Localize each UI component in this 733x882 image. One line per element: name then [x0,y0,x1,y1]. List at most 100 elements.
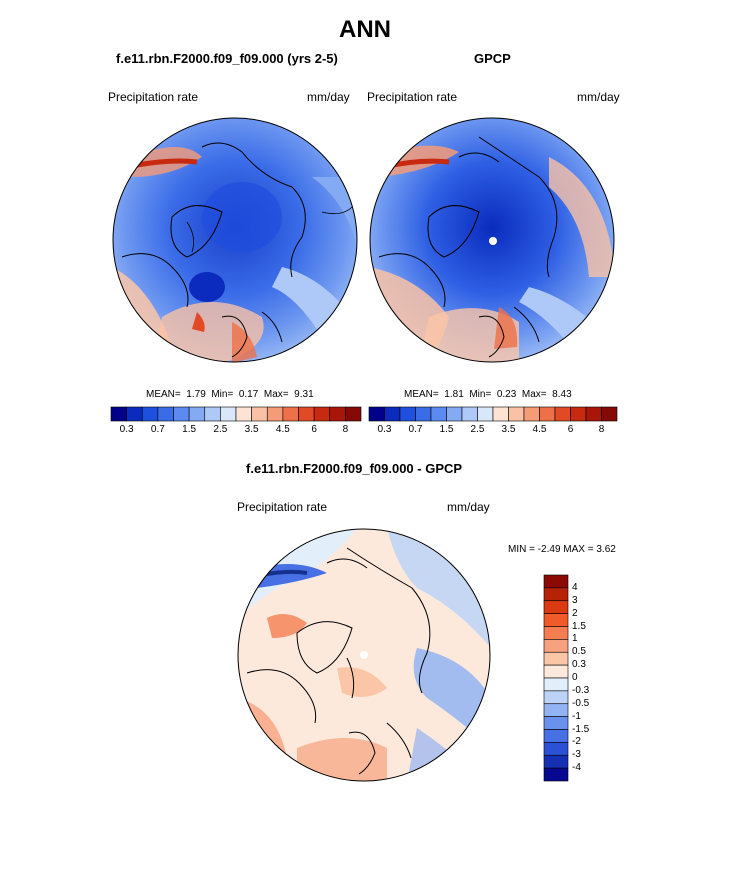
colorbar-swatch [570,406,587,422]
colorbar-swatch [126,406,143,422]
colorbar-obs [368,406,618,422]
colorbar-tick-label: 0.3 [377,424,392,435]
colorbar-swatch [266,406,284,422]
colorbar-swatch [298,406,315,422]
colorbar-tick-label: 8 [342,424,349,435]
colorbar-swatch [543,651,569,666]
colorbar-tick-label: -4 [572,762,581,774]
colorbar-swatch [543,626,569,640]
colorbar-tick-label: -3 [572,749,581,761]
colorbar-tick-label: 3.5 [501,424,516,435]
polar-map-diff [237,528,491,782]
main-title: ANN [339,16,391,43]
colorbar-swatch [543,716,569,730]
colorbar-swatch [523,406,540,422]
colorbar-tick-label: 1.5 [572,620,586,632]
colorbar-tick-label: 0.5 [572,646,586,658]
colorbar-tick-label: 0.7 [408,424,423,435]
colorbar-tick-label: 6 [567,424,574,435]
colorbar-swatch [251,406,268,422]
colorbar-obs-ticks: 0.3 0.7 1.5 2.5 3.5 4.5 6 8 [369,424,617,438]
colorbar-swatch [543,690,569,705]
colorbar-tick-label: -1 [572,710,581,722]
colorbar-swatch [399,406,416,422]
colorbar-swatch [313,406,331,422]
colorbar-swatch [585,406,602,422]
colorbar-swatch [157,406,174,422]
colorbar-swatch [543,600,569,614]
colorbar-tick-label: 6 [311,424,317,435]
panel-model-title: f.e11.rbn.F2000.f09_f09.000 (yrs 2-5) [116,51,338,66]
colorbar-tick-label: 0.3 [572,659,586,671]
colorbar-tick-label: 4.5 [532,424,547,435]
panel-obs-units-label: mm/day [577,90,620,104]
colorbar-swatch [539,406,556,422]
colorbar-tick-label: 8 [598,424,605,435]
colorbar-swatch [543,587,569,602]
colorbar-tick-label: -2 [572,736,581,748]
colorbar-swatch [204,406,221,422]
colorbar-swatch [554,406,571,422]
colorbar-tick-label: 4.5 [275,424,290,435]
panel-obs-title: GPCP [474,51,511,66]
colorbar-swatch [543,729,569,743]
polar-map-model [112,117,358,363]
colorbar-swatch [543,639,569,653]
colorbar-tick-label: 3 [572,594,578,606]
colorbar-tick-label: 0.7 [150,424,165,435]
colorbar-tick-label: 4 [572,581,578,593]
colorbar-model-ticks: 0.3 0.7 1.5 2.5 3.5 4.5 6 8 [111,424,361,438]
colorbar-swatch [282,406,299,422]
colorbar-swatch [173,406,190,422]
colorbar-swatch [446,406,463,422]
colorbar-swatch [543,677,569,692]
colorbar-swatch [345,406,362,422]
colorbar-tick-label: -0.3 [572,684,590,696]
colorbar-swatch [508,406,525,422]
colorbar-swatch [461,406,478,422]
panel-model-variable-label: Precipitation rate [108,90,199,104]
panel-model-stats: MEAN= 1.79 Min= 0.17 Max= 9.31 [146,389,314,400]
colorbar-tick-label: 2.5 [213,424,228,435]
colorbar-tick-label: 1.5 [439,424,454,435]
panel-obs-variable-label: Precipitation rate [367,90,458,104]
colorbar-swatch [384,406,401,422]
colorbar-tick-label: 1 [572,633,578,645]
colorbar-swatch [235,406,252,422]
panel-obs-stats: MEAN= 1.81 Min= 0.23 Max= 8.43 [404,389,572,400]
polar-map-obs [369,117,615,363]
colorbar-swatch [543,613,569,627]
colorbar-swatch [492,406,509,422]
panel-diff-units-label: mm/day [447,500,490,514]
colorbar-swatch [543,767,569,782]
colorbar-tick-label: 0 [572,672,578,683]
colorbar-tick-label: -0.5 [572,697,590,709]
colorbar-tick-label: 1.5 [182,424,197,435]
colorbar-swatch [368,406,385,422]
colorbar-swatch [477,406,494,422]
colorbar-swatch [188,406,206,422]
colorbar-swatch [543,574,569,589]
panel-diff-minmax: MIN = -2.49 MAX = 3.62 [508,544,616,555]
colorbar-swatch [329,406,346,422]
colorbar-swatch [110,406,127,422]
colorbar-swatch [601,406,618,422]
colorbar-swatch [543,742,569,756]
colorbar-swatch [430,406,447,422]
colorbar-model [110,406,362,422]
colorbar-swatch [141,406,159,422]
colorbar-diff-ticks: 4 3 2 1.5 1 0.5 0.3 0 -0.3 -0.5 -1 -1.5 -2 -3 -4 [572,575,612,781]
colorbar-swatch [543,754,569,769]
colorbar-tick-label: 3.5 [244,424,259,435]
colorbar-swatch [543,703,569,717]
colorbar-tick-label: 2.5 [470,424,485,435]
colorbar-tick-label: -1.5 [572,723,590,735]
colorbar-diff [543,574,569,782]
colorbar-tick-label: 2 [572,607,578,619]
panel-diff-title: f.e11.rbn.F2000.f09_f09.000 - GPCP [246,461,463,476]
colorbar-swatch [220,406,237,422]
colorbar-swatch [543,664,569,679]
panel-diff-variable-label: Precipitation rate [237,500,328,514]
colorbar-tick-label: 0.3 [119,424,134,435]
panel-model-units-label: mm/day [307,90,350,104]
